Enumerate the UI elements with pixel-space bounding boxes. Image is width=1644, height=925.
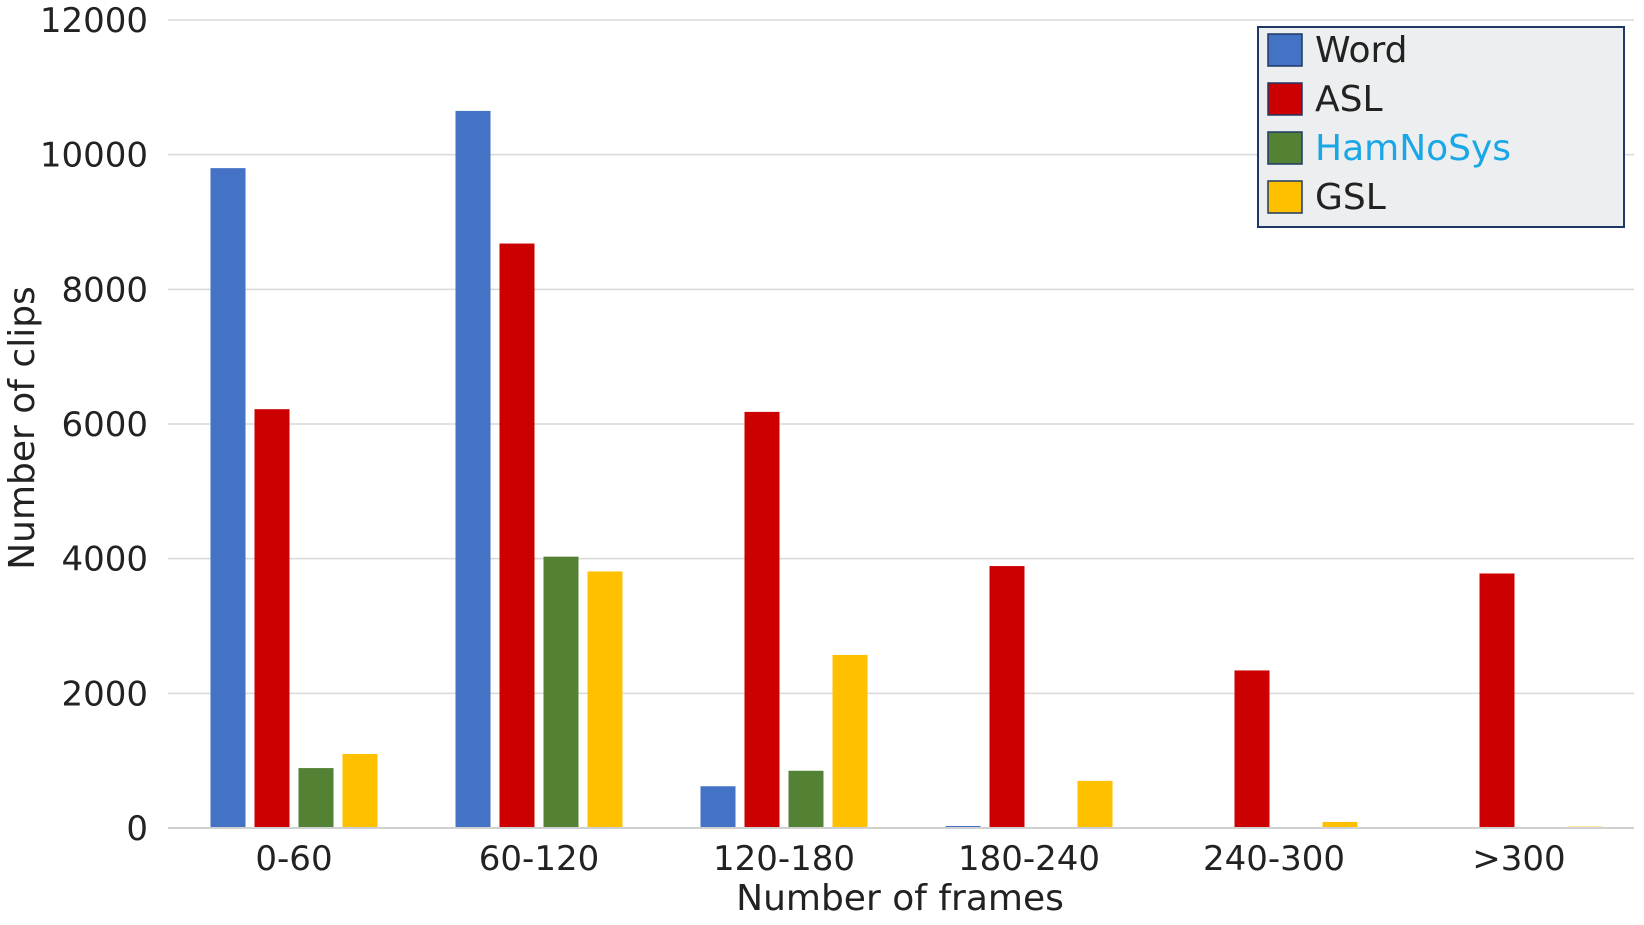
bar-gsl-3	[1077, 780, 1113, 828]
x-tick-label: 0-60	[255, 839, 332, 879]
bar-word-0	[210, 168, 246, 829]
y-tick-label: 0	[126, 809, 148, 849]
x-tick-label: 180-240	[958, 839, 1100, 879]
y-axis-title: Number of clips	[2, 286, 43, 570]
x-axis-title: Number of frames	[736, 878, 1064, 919]
x-tick-label: >300	[1472, 839, 1565, 879]
x-tick-label: 60-120	[479, 839, 599, 879]
legend-swatch-gsl	[1267, 180, 1303, 214]
bar-asl-1	[499, 243, 535, 829]
bar-hamnosys-1	[543, 556, 579, 828]
bar-hamnosys-2	[788, 770, 824, 828]
legend-swatch-word	[1267, 33, 1303, 67]
y-tick-label: 12000	[40, 1, 148, 41]
legend: Word ASL HamNoSys GSL	[1257, 26, 1625, 228]
y-axis-ticks: 0 2000 4000 6000 8000 10000 12000	[40, 1, 148, 849]
bar-gsl-4	[1322, 821, 1358, 828]
legend-label-word: Word	[1315, 30, 1408, 71]
bar-gsl-1	[587, 571, 623, 828]
legend-swatch-hamnosys	[1267, 131, 1303, 165]
bar-gsl-0	[342, 753, 378, 828]
x-axis-ticks: 0-60 60-120 120-180 180-240 240-300 >300	[255, 839, 1565, 879]
x-tick-label: 240-300	[1203, 839, 1345, 879]
bar-word-2	[700, 786, 736, 828]
x-tick-label: 120-180	[713, 839, 855, 879]
bar-asl-4	[1234, 670, 1270, 828]
legend-box	[1257, 26, 1625, 228]
y-tick-label: 10000	[40, 136, 148, 176]
y-tick-label: 4000	[61, 540, 148, 580]
y-tick-label: 6000	[61, 405, 148, 445]
legend-label-asl: ASL	[1315, 79, 1383, 120]
y-tick-label: 8000	[61, 270, 148, 310]
bars	[210, 110, 1603, 829]
bar-asl-0	[254, 409, 290, 828]
bar-asl-5	[1479, 573, 1515, 828]
y-tick-label: 2000	[61, 674, 148, 714]
bar-hamnosys-0	[298, 768, 334, 828]
legend-swatch-asl	[1267, 82, 1303, 116]
bar-asl-2	[744, 411, 780, 828]
bar-word-1	[455, 110, 491, 828]
legend-label-gsl: GSL	[1315, 177, 1386, 218]
legend-label-hamnosys: HamNoSys	[1315, 128, 1511, 169]
bar-word-3	[945, 825, 981, 828]
grid-lines	[168, 19, 1634, 695]
bar-gsl-2	[832, 654, 868, 828]
bar-asl-3	[989, 566, 1025, 828]
